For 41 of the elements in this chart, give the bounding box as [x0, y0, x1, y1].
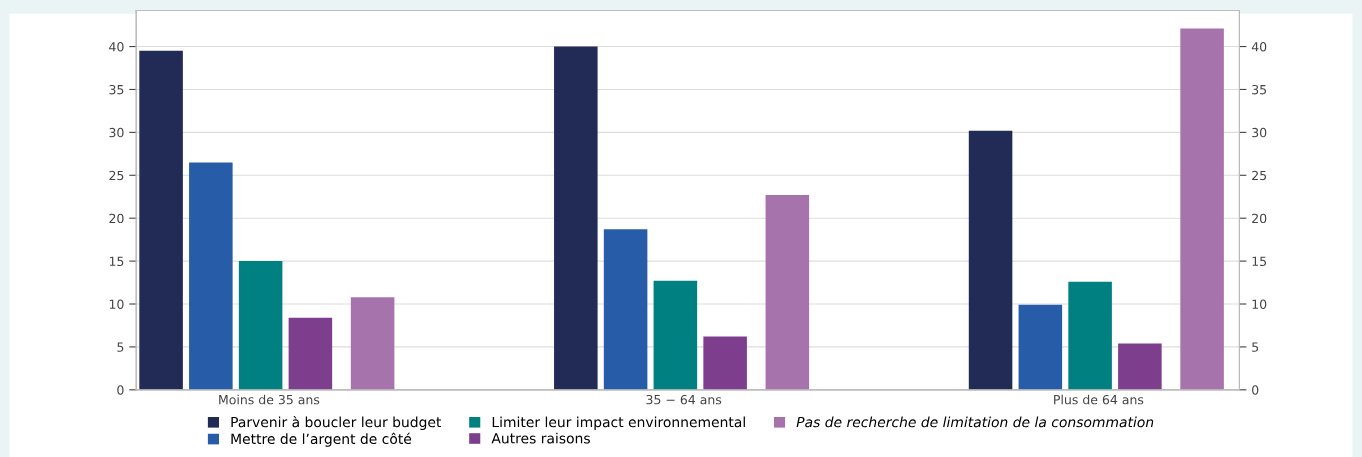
y-tick-label: 15 [109, 256, 124, 267]
y2-tick-label: 15 [1252, 256, 1267, 267]
bar [1018, 304, 1063, 390]
y2-tick-label: 40 [1251, 42, 1267, 52]
y-tick-label: 25 [109, 170, 124, 181]
y-tick-label: 10 [109, 299, 124, 309]
bar [765, 195, 810, 390]
bar [139, 50, 183, 390]
bar [238, 261, 283, 390]
legend-label: Autres raisons [491, 432, 590, 444]
x-tick-label: Plus de 64 ans [1054, 394, 1144, 405]
bar [1180, 28, 1224, 390]
legend-label: Mettre de l’argent de côté [231, 432, 412, 447]
x-tick-label: 35 − 64 ans [646, 394, 722, 405]
y2-tick-label: 30 [1252, 127, 1267, 138]
bar [653, 280, 698, 390]
y2-tick-label: 35 [1252, 84, 1267, 95]
x-tick-label: Moins de 35 ans [219, 394, 320, 405]
y2-tick-label: 25 [1252, 170, 1267, 181]
legend-label: Limiter leur impact environnemental [492, 416, 745, 431]
legend-label: Pas de recherche de limitation de la consommation [796, 416, 1154, 428]
bar [288, 317, 333, 390]
bar [554, 46, 598, 390]
bar [703, 336, 747, 390]
bar [968, 130, 1013, 390]
legend-label: Parvenir à boucler leur budget [231, 416, 442, 431]
y-tick-label: 5 [117, 342, 124, 352]
bar [1068, 281, 1112, 390]
y2-tick-label: 0 [1252, 385, 1259, 395]
y-tick-label: 35 [109, 84, 124, 95]
bar [350, 297, 395, 390]
y-tick-label: 40 [109, 42, 124, 52]
y2-tick-label: 20 [1252, 213, 1267, 224]
y-tick-label: 0 [117, 385, 124, 395]
y2-tick-label: 10 [1252, 299, 1267, 309]
y-tick-label: 30 [109, 127, 124, 138]
bar [1118, 343, 1162, 390]
bar [189, 162, 233, 390]
y-tick-label: 20 [109, 213, 124, 224]
bar [603, 229, 648, 390]
y2-tick-label: 5 [1252, 342, 1259, 352]
